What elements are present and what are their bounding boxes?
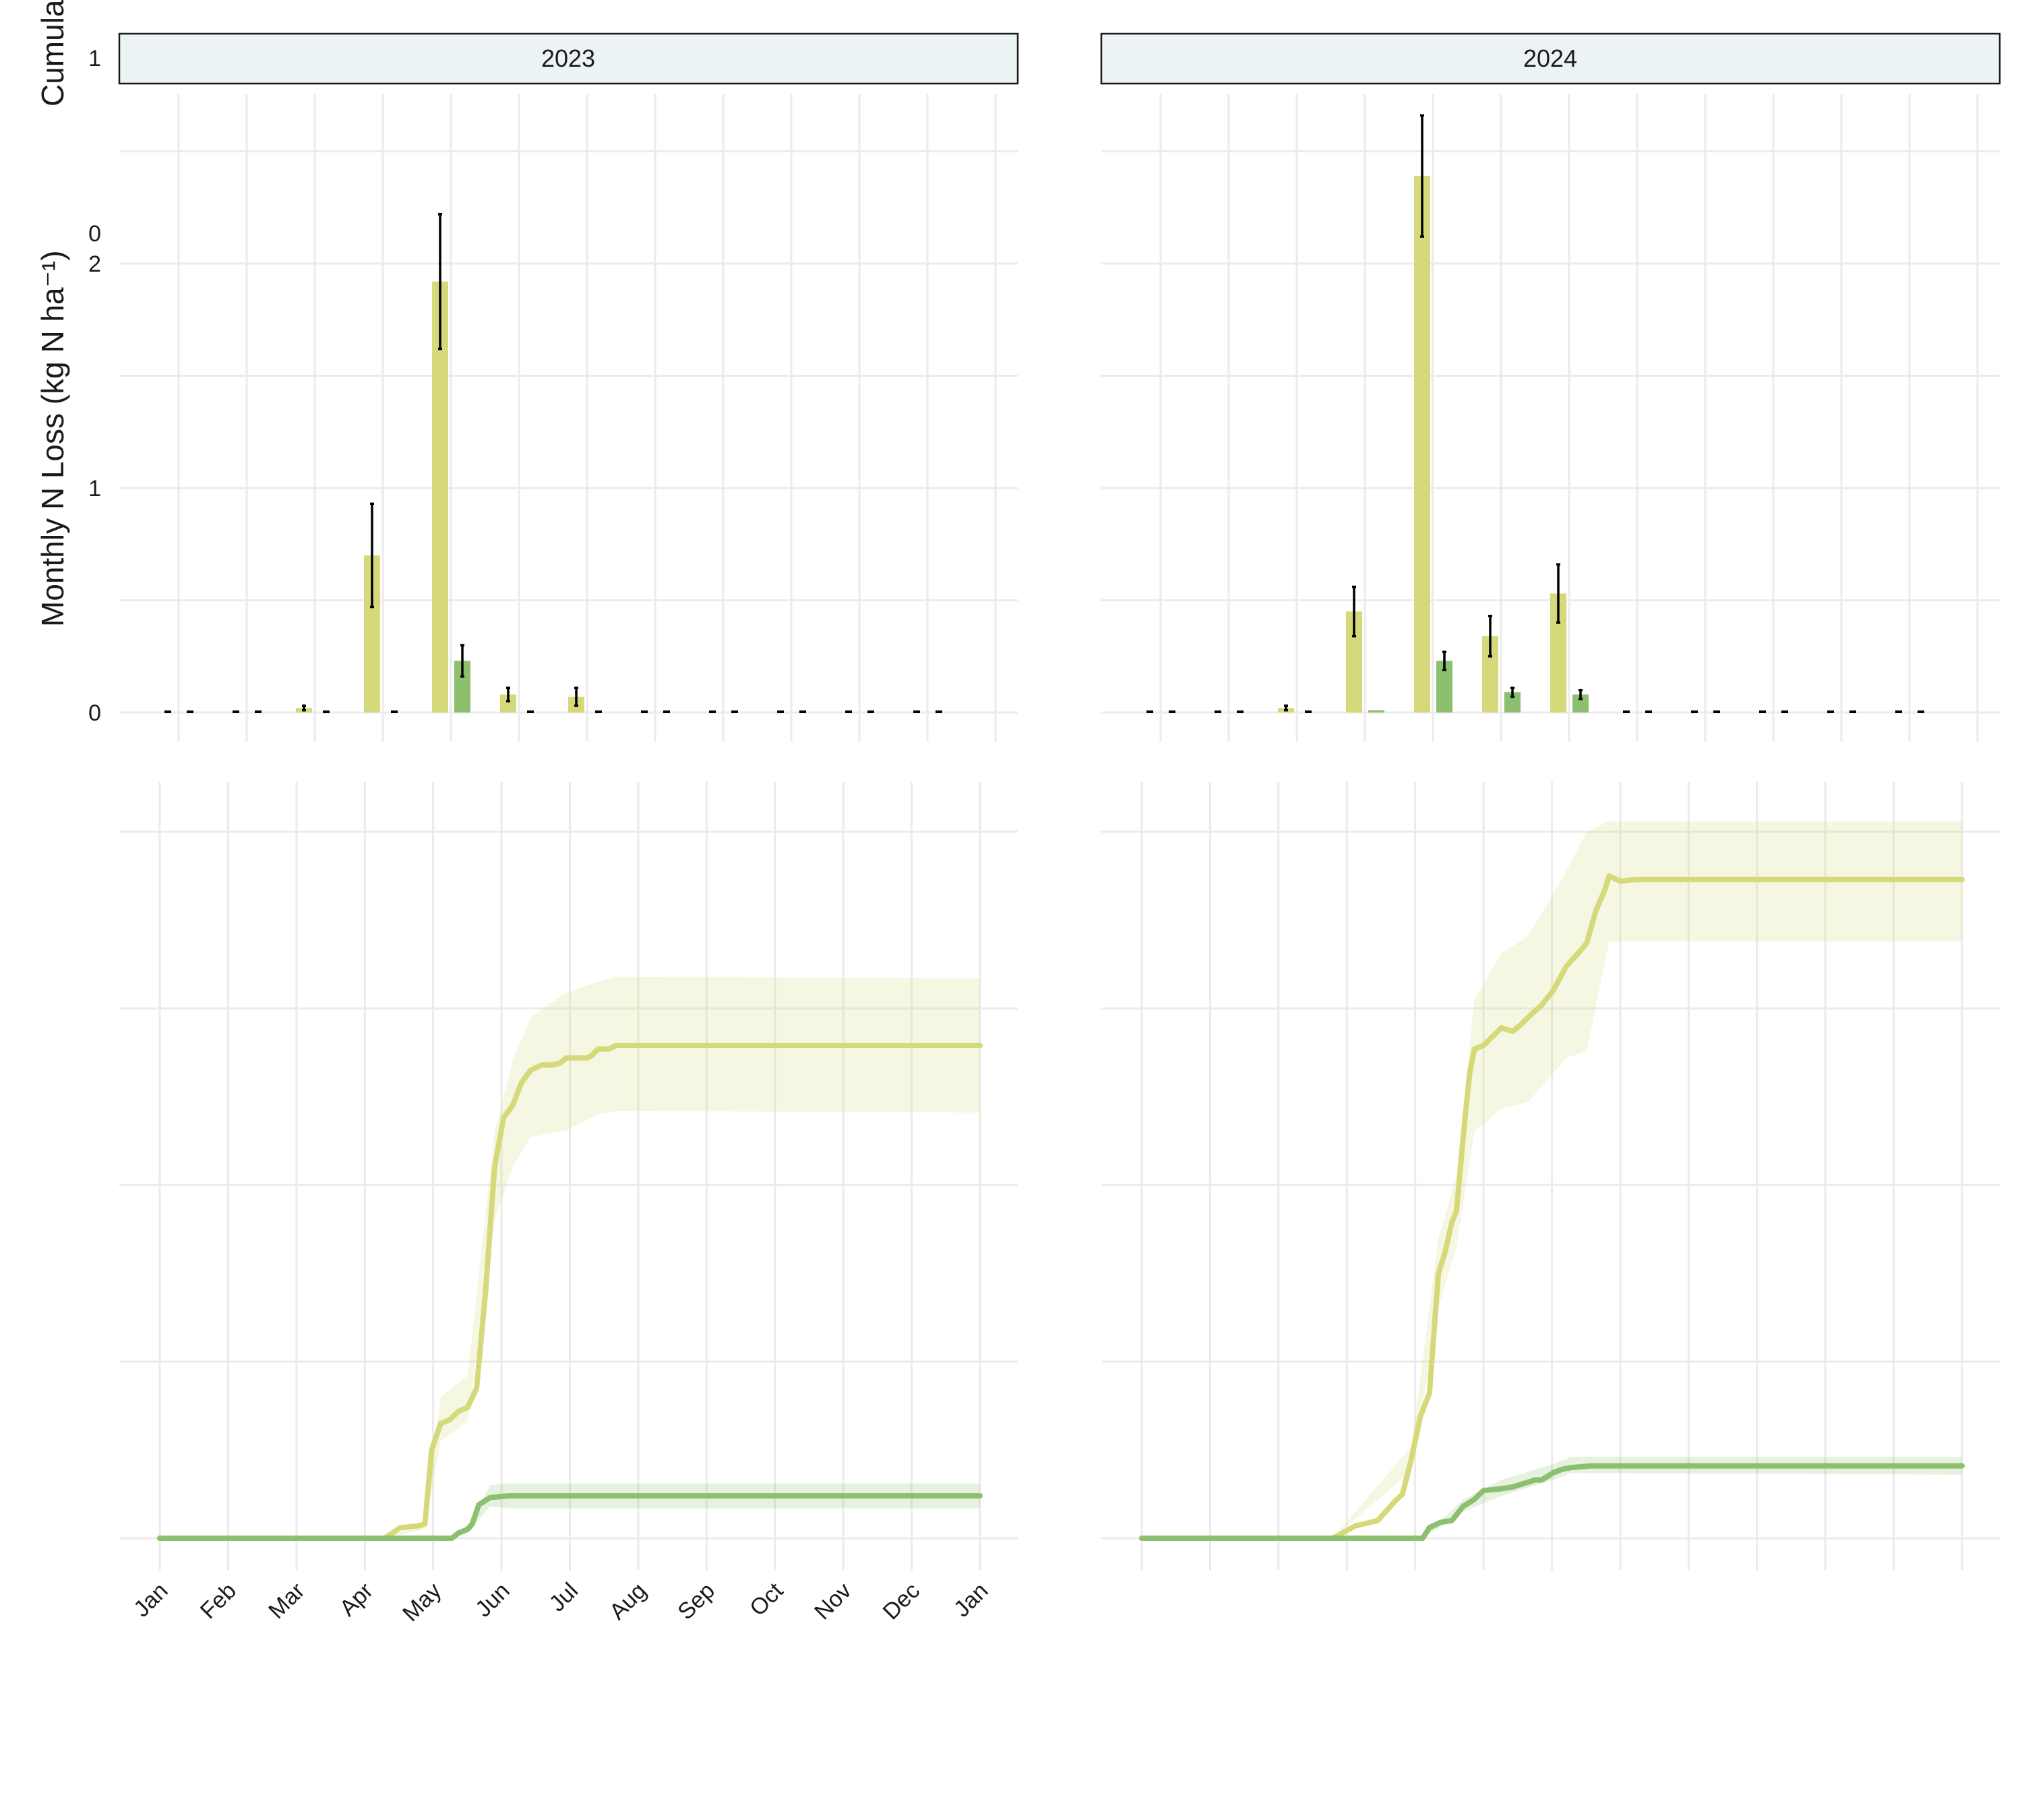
ribbon-2023-s0 — [160, 976, 980, 1538]
cumulative-axis-tick-1: 1 — [88, 46, 101, 71]
cumulative-panel-2023 — [119, 782, 1018, 1571]
x-tick-label-jul: Jul — [545, 1578, 584, 1617]
cumulative-line-2024-s1 — [1139, 1463, 1965, 1541]
strip-2023 — [118, 32, 1019, 85]
cumulative-line-2024-s0 — [1139, 873, 1965, 1541]
strip-label-2023: 2023 — [541, 44, 595, 72]
monthly-y-tick-label: 2 — [88, 251, 101, 277]
x-axis-month-labels: Jan Feb Mar Apr May Jun Jul Aug Sep Oct Nov Dec Jan — [129, 1577, 993, 1627]
x-tick-label-jan: Jan — [949, 1578, 993, 1622]
x-tick-label-aug: Aug — [605, 1578, 652, 1625]
bar-2024-s0-May — [1414, 176, 1430, 712]
monthly-y-tick-label: 0 — [88, 700, 101, 726]
facet-strips: 2023 2024 — [118, 32, 2001, 85]
monthly-panel-2023 — [119, 94, 1018, 741]
x-tick-label-sep: Sep — [673, 1578, 720, 1625]
strip-2024 — [1100, 32, 2001, 85]
monthly-axis-title: Monthly N Loss (kg N ha⁻¹) — [35, 250, 70, 627]
monthly-panel-2024 — [1101, 94, 2000, 741]
monthly-y-tick-label: 1 — [88, 476, 101, 502]
cumulative-line-2023-s1 — [157, 1493, 983, 1541]
cumulative-axis-tick-0: 0 — [88, 221, 101, 247]
x-tick-label-oct: Oct — [745, 1577, 789, 1621]
left-column: 1 Cumula 0 Monthly N Loss (kg N ha⁻¹) 0 1… — [35, 0, 101, 726]
x-tick-label-nov: Nov — [809, 1578, 857, 1625]
ribbon-2024-s0 — [1142, 821, 1962, 1538]
x-tick-label-feb: Feb — [195, 1578, 241, 1624]
cumulative-axis-title-fragment: Cumula — [35, 0, 70, 107]
strip-label-2024: 2024 — [1523, 44, 1577, 72]
x-tick-label-apr: Apr — [335, 1578, 378, 1621]
x-tick-label-dec: Dec — [878, 1578, 925, 1625]
bar-2024-s1-Apr — [1368, 710, 1384, 712]
x-tick-label-jun: Jun — [470, 1578, 515, 1622]
monthly-y-axis-ticks: 0 1 2 — [88, 251, 101, 726]
bar-2023-s0-May — [432, 281, 448, 712]
x-tick-label-may: May — [398, 1578, 446, 1627]
cumulative-panel-2024 — [1101, 782, 2000, 1571]
cumulative-line-2023-s0 — [157, 1043, 983, 1541]
x-tick-label-mar: Mar — [264, 1578, 309, 1624]
x-tick-label-jan: Jan — [129, 1578, 173, 1622]
